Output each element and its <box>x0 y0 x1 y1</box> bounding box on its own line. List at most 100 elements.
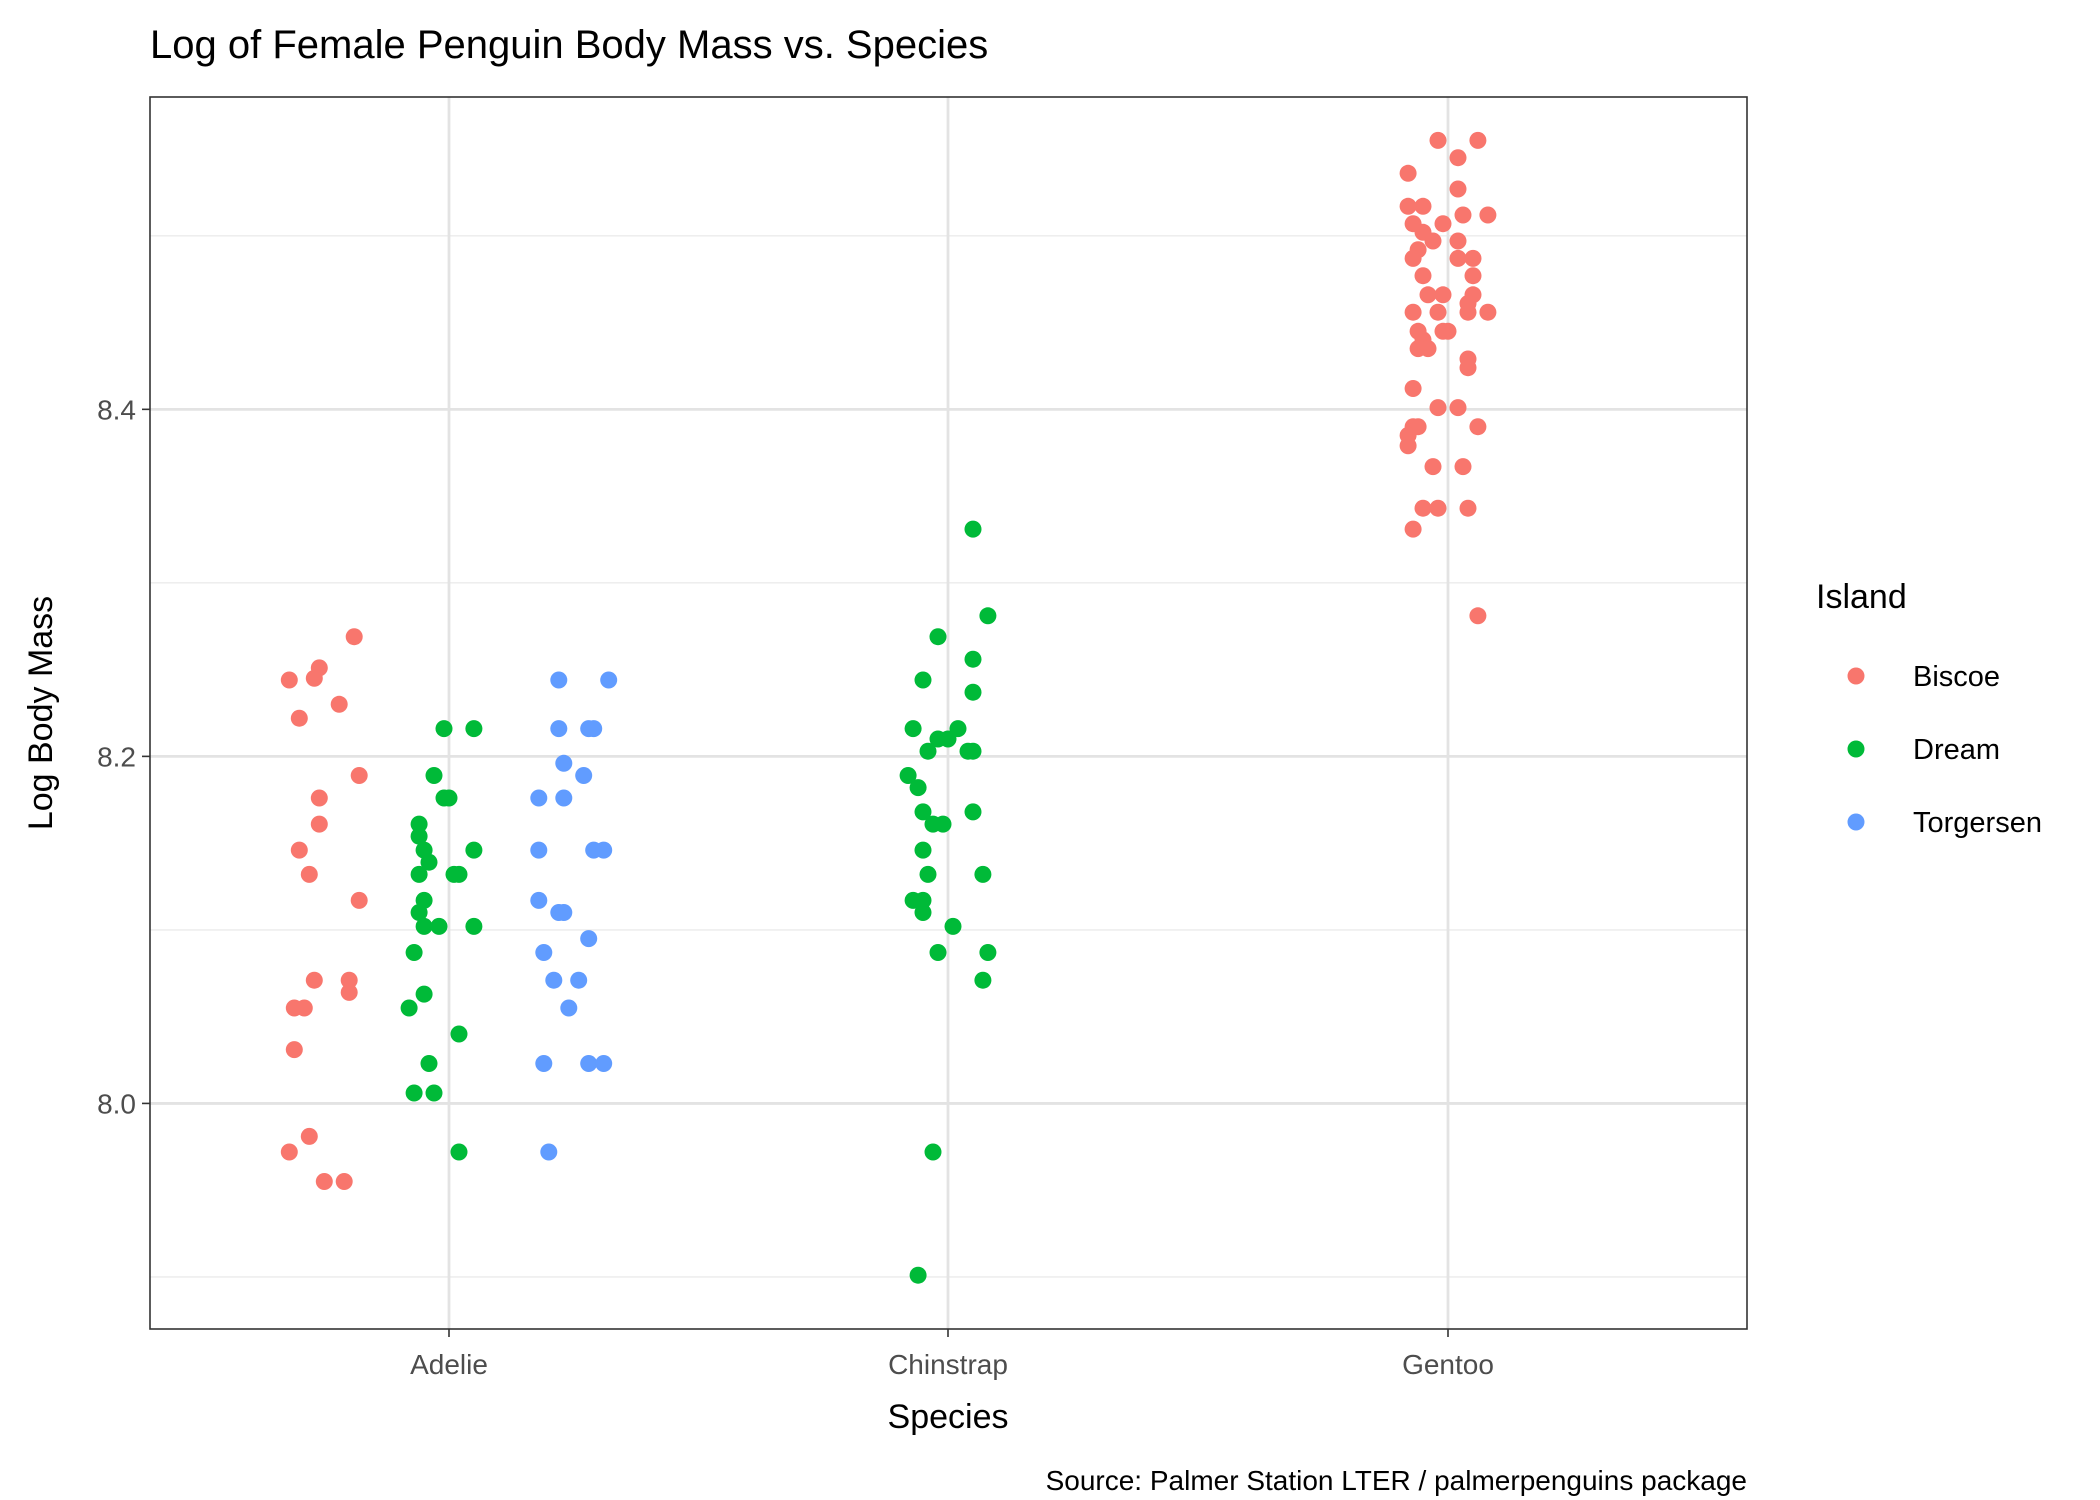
data-point-dream <box>450 1143 468 1161</box>
data-point-dream <box>450 1025 468 1043</box>
chart-caption: Source: Palmer Station LTER / palmerpeng… <box>1046 1465 1747 1496</box>
data-point-biscoe <box>1399 164 1417 182</box>
data-point-dream <box>405 1084 423 1102</box>
data-point-biscoe <box>340 983 358 1001</box>
data-point-torgersen <box>580 1055 598 1072</box>
y-tick-label: 8.0 <box>97 1088 136 1119</box>
data-point-dream <box>450 865 468 883</box>
data-point-dream <box>410 827 428 845</box>
data-point-torgersen <box>560 999 578 1017</box>
data-point-biscoe <box>310 789 328 807</box>
data-point-dream <box>465 841 483 859</box>
data-point-torgersen <box>530 789 548 807</box>
data-point-dream <box>420 1055 438 1072</box>
data-point-biscoe <box>1439 322 1457 340</box>
data-point-dream <box>425 1084 443 1102</box>
data-point-biscoe <box>1449 399 1467 417</box>
data-point-biscoe <box>315 1173 333 1190</box>
legend-label: Biscoe <box>1913 661 2000 693</box>
legend-key <box>1847 740 1865 758</box>
data-point-dream <box>964 803 982 821</box>
data-point-dream <box>934 815 952 833</box>
data-point-dream <box>944 917 962 935</box>
data-point-dream <box>919 742 937 760</box>
data-point-dream <box>440 789 458 807</box>
data-point-dream <box>465 917 483 935</box>
data-point-dream <box>425 767 443 784</box>
data-point-biscoe <box>290 841 308 859</box>
legend-label: Dream <box>1913 734 2000 766</box>
data-point-dream <box>929 628 947 646</box>
legend-item-dream: Dream <box>1847 734 2000 766</box>
data-point-biscoe <box>305 971 323 989</box>
data-point-torgersen <box>600 671 618 689</box>
data-point-biscoe <box>1399 437 1417 455</box>
data-point-dream <box>914 891 932 909</box>
data-point-dream <box>964 683 982 701</box>
data-point-biscoe <box>340 971 358 989</box>
grid <box>150 97 1747 1329</box>
legend-label: Torgersen <box>1913 807 2042 839</box>
data-point-dream <box>465 720 483 738</box>
data-point-biscoe <box>295 999 313 1017</box>
data-point-biscoe <box>1434 286 1452 304</box>
data-point-biscoe <box>1429 303 1447 321</box>
data-point-biscoe <box>1449 232 1467 250</box>
data-point-dream <box>410 904 428 921</box>
data-point-biscoe <box>1464 267 1482 285</box>
data-point-biscoe <box>1454 458 1472 476</box>
data-point-biscoe <box>1429 131 1447 149</box>
data-point-biscoe <box>1479 206 1497 224</box>
data-point-biscoe <box>330 695 348 713</box>
data-point-torgersen <box>530 891 548 909</box>
data-point-biscoe <box>280 1143 298 1161</box>
data-point-torgersen <box>570 971 588 989</box>
y-tick-label: 8.2 <box>97 741 136 772</box>
data-point-dream <box>919 865 937 883</box>
data-point-biscoe <box>1459 359 1477 377</box>
data-point-biscoe <box>1449 180 1467 198</box>
data-point-biscoe <box>280 671 298 689</box>
data-point-dream <box>410 815 428 833</box>
data-point-torgersen <box>580 930 598 948</box>
data-point-biscoe <box>1424 232 1442 250</box>
points <box>280 131 1497 1284</box>
data-point-dream <box>904 720 922 738</box>
data-point-biscoe <box>1404 303 1422 321</box>
data-point-dream <box>430 917 448 935</box>
data-point-biscoe <box>1404 249 1422 267</box>
data-point-torgersen <box>585 720 603 738</box>
legend-title: Island <box>1816 578 1907 616</box>
data-point-biscoe <box>310 815 328 833</box>
chart-title: Log of Female Penguin Body Mass vs. Spec… <box>150 23 988 67</box>
data-point-torgersen <box>555 904 573 921</box>
legend-item-biscoe: Biscoe <box>1847 661 2000 693</box>
data-point-biscoe <box>1454 206 1472 224</box>
data-point-dream <box>979 607 997 625</box>
data-point-biscoe <box>285 1041 303 1059</box>
data-point-biscoe <box>1414 197 1432 215</box>
data-point-biscoe <box>300 1127 318 1145</box>
data-point-biscoe <box>1404 520 1422 538</box>
data-point-dream <box>939 730 957 748</box>
data-point-dream <box>400 999 418 1017</box>
x-axis-title: Species <box>888 1398 1009 1436</box>
data-point-dream <box>909 779 927 797</box>
legend-key <box>1847 813 1865 831</box>
data-point-dream <box>909 1266 927 1284</box>
data-point-biscoe <box>1469 418 1487 436</box>
data-point-dream <box>974 865 992 883</box>
data-point-biscoe <box>305 669 323 687</box>
data-point-biscoe <box>350 891 368 909</box>
data-point-biscoe <box>1469 131 1487 149</box>
y-axis-title: Log Body Mass <box>22 596 60 830</box>
data-point-biscoe <box>300 865 318 883</box>
data-point-torgersen <box>535 944 553 961</box>
data-point-biscoe <box>1419 340 1437 358</box>
data-point-dream <box>924 1143 942 1161</box>
data-point-dream <box>974 971 992 989</box>
data-point-torgersen <box>575 767 593 784</box>
data-point-biscoe <box>1414 267 1432 285</box>
data-point-dream <box>964 520 982 538</box>
